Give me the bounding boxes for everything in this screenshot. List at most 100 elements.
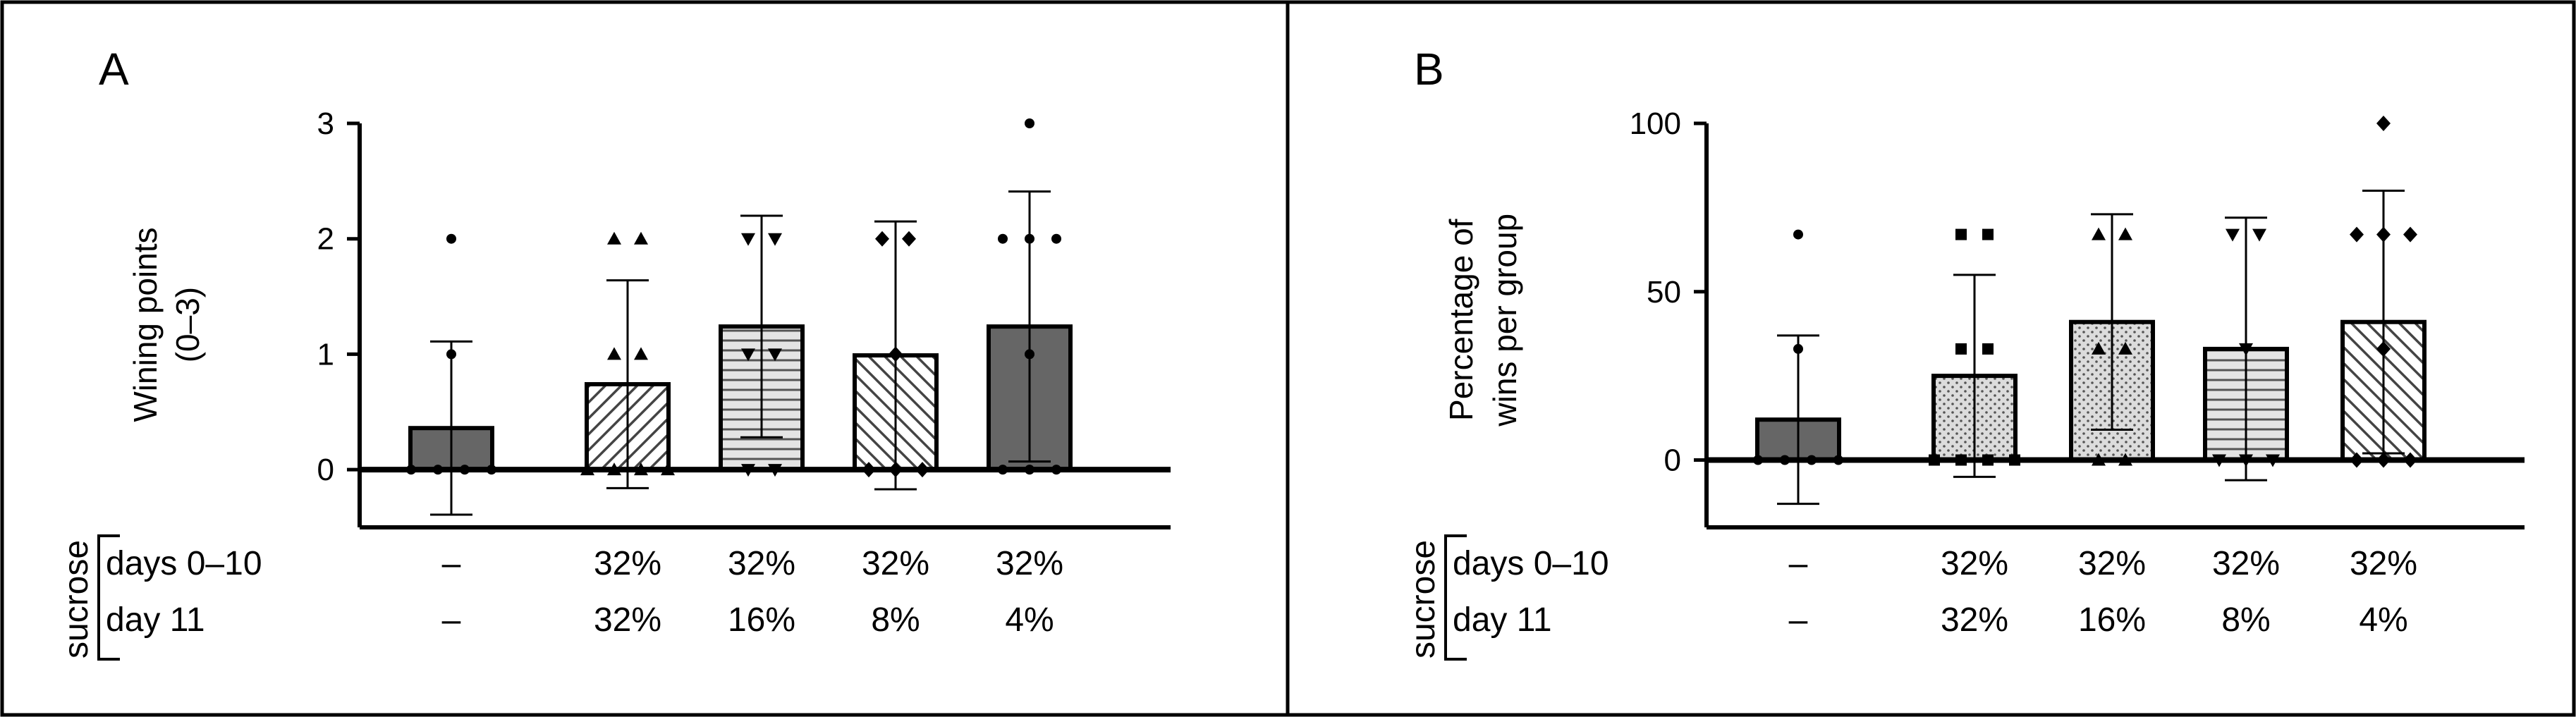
data-point [2403,452,2417,468]
row-bracket [1444,534,1467,661]
data-point [2252,228,2266,242]
y-tick-label: 1 [317,337,334,372]
y-tick-label: 100 [1630,106,1681,141]
data-point [2118,227,2132,240]
row-value: 8% [871,601,920,639]
data-point [1780,455,1790,465]
data-point [2212,454,2226,467]
row-value: 32% [594,601,661,639]
data-point [2266,454,2280,467]
panel-letter: B [1414,44,1444,94]
row-label: days 0–10 [106,545,262,582]
row-group-label: sucrose [58,540,95,658]
data-point [1955,454,1967,466]
row-bracket [97,534,120,661]
y-axis-label: Wining points [127,228,164,422]
data-point [2118,341,2132,355]
data-point [889,462,903,478]
data-point [741,348,755,362]
row-label: days 0–10 [1453,545,1609,582]
data-point [875,231,889,247]
row-label: day 11 [1453,601,1552,639]
panel-b: B Percentage of wins per group 0 50 100 days 0… [1405,44,2525,661]
row-value: 4% [2359,601,2407,639]
y-axis-label: (0–3) [169,287,206,362]
data-point [1051,233,1061,244]
y-tick-label: 0 [317,453,334,487]
data-point [2376,341,2391,357]
data-point [1982,343,1994,355]
row-value: 32% [594,545,661,582]
data-point [1929,454,1940,466]
data-point [768,464,782,477]
data-point [2376,226,2391,243]
data-point [2226,228,2240,242]
row-value: 16% [2078,601,2146,639]
row-value: 32% [728,545,795,582]
data-point [1955,343,1967,355]
data-point [902,231,916,247]
data-point [768,233,782,246]
data-point [607,231,621,245]
y-axis-label: Percentage of [1443,219,1479,421]
data-point [446,233,456,244]
row-value: 32% [996,545,1063,582]
data-point [2350,226,2364,243]
data-point [1982,454,1994,466]
y-tick-label: 2 [317,222,334,257]
data-point [661,462,675,476]
row-value: – [442,601,461,639]
panel-a: A Wining points (0–3) 0 1 2 3 days 0–10 – 32% 32% 3… [58,44,1171,661]
row-group-label: sucrose [1405,540,1442,658]
row-value: 32% [2350,545,2417,582]
data-point [1955,228,1967,240]
data-point [768,348,782,362]
data-point [2118,453,2132,466]
data-point [741,464,755,477]
data-point [2350,452,2364,468]
data-point [862,462,876,478]
data-point [915,462,929,478]
data-point [2403,226,2417,243]
data-point [1793,343,1803,354]
data-point [1753,455,1763,465]
data-point [1025,118,1034,128]
data-point [1025,233,1034,244]
data-point [487,465,496,475]
data-point [741,233,755,246]
data-point [1025,349,1034,360]
data-point [889,346,903,362]
row-value: 32% [2078,545,2146,582]
row-value: 8% [2221,601,2270,639]
row-value: – [442,545,461,582]
row-label: day 11 [106,601,205,639]
data-point [1807,455,1817,465]
row-value: 4% [1005,601,1054,639]
row-value: 32% [1941,601,2008,639]
y-tick-label: 3 [317,106,334,141]
panel-letter: A [99,44,129,94]
y-axis-label: wins per group [1487,214,1523,427]
data-point [580,462,594,476]
data-point [460,465,470,475]
data-point [1833,455,1843,465]
data-point [607,347,621,360]
y-tick-label: 50 [1647,275,1681,310]
data-point [2092,453,2106,466]
row-value: 32% [1941,545,2008,582]
row-value: 32% [2212,545,2280,582]
data-point [1982,228,1994,240]
row-value: – [1789,601,1808,639]
data-point [433,465,443,475]
y-tick-label: 0 [1664,443,1681,478]
data-point [2009,454,2020,466]
row-value: – [1789,545,1808,582]
data-point [2239,343,2253,356]
row-value: 32% [862,545,929,582]
data-point [634,231,648,245]
data-point [446,349,456,360]
data-point [406,465,416,475]
data-point [607,462,621,476]
data-point [2376,452,2391,468]
data-point [2092,341,2106,355]
